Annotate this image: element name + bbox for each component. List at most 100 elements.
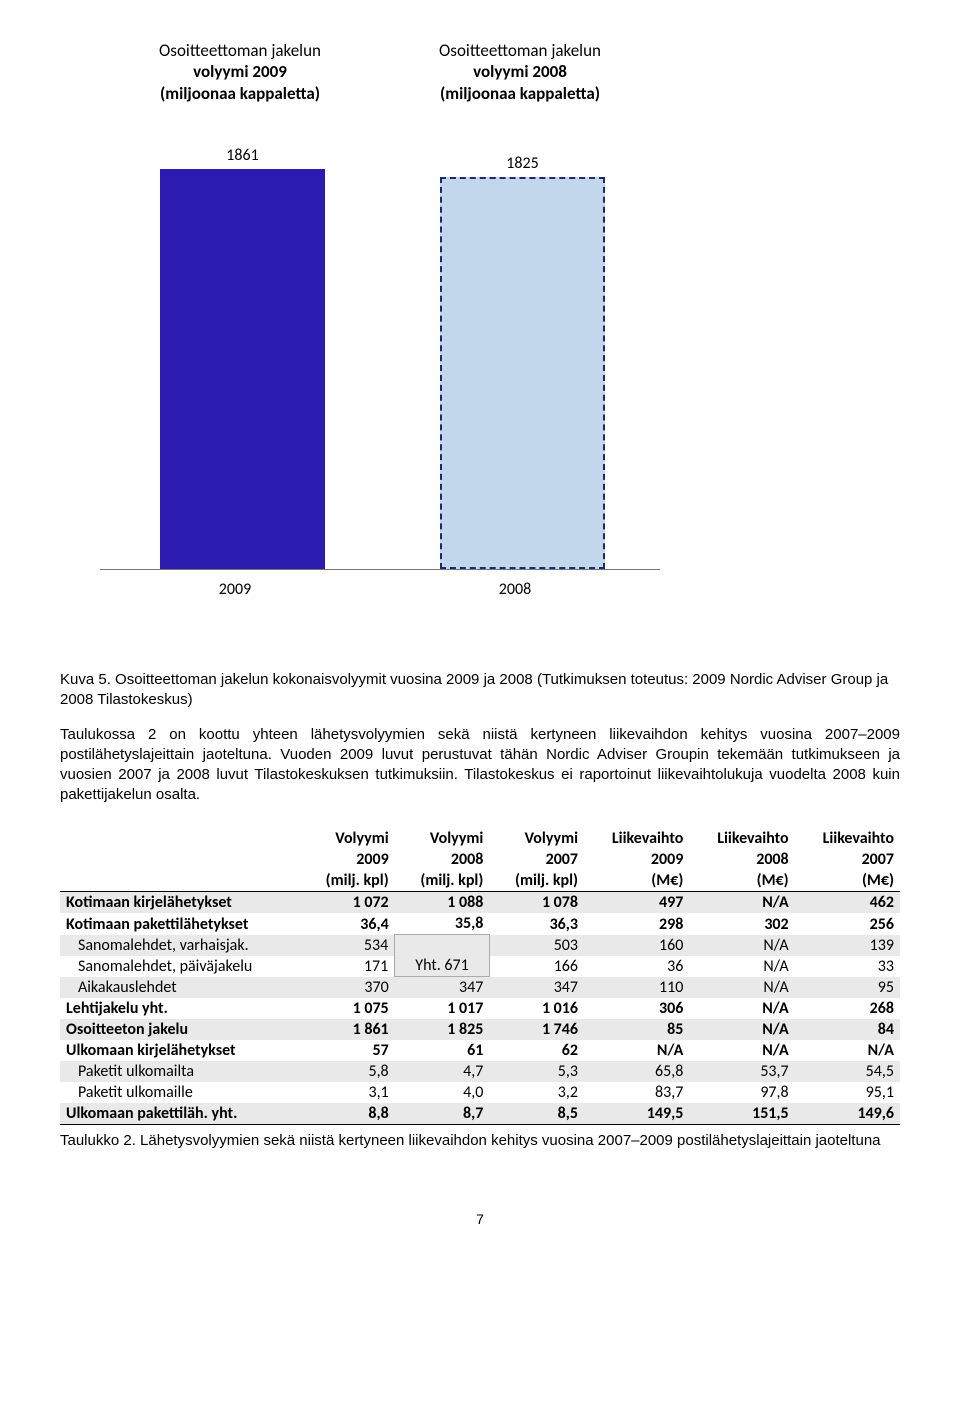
cell-value: 36,3 bbox=[489, 913, 584, 935]
column-header: 2008 bbox=[689, 849, 794, 870]
cell-value: 95,1 bbox=[795, 1082, 900, 1103]
row-label: Lehtijakelu yht. bbox=[60, 998, 300, 1019]
row-label: Ulkomaan pakettiläh. yht. bbox=[60, 1103, 300, 1125]
cell-value: N/A bbox=[689, 1019, 794, 1040]
cell-value: 53,7 bbox=[689, 1061, 794, 1082]
cell-value: 8,5 bbox=[489, 1103, 584, 1125]
cell-value: 36,4 bbox=[300, 913, 395, 935]
cell-value: 85 bbox=[584, 1019, 689, 1040]
table-row: Aikakauslehdet370347347110N/A95 bbox=[60, 977, 900, 999]
chart-header-2008: Osoitteettoman jakelun volyymi 2008 (mil… bbox=[380, 40, 660, 104]
column-header: Volyymi bbox=[300, 828, 395, 849]
row-label: Osoitteeton jakelu bbox=[60, 1019, 300, 1040]
cell-value: 33 bbox=[795, 956, 900, 977]
column-header: Volyymi bbox=[489, 828, 584, 849]
table-row: Lehtijakelu yht.1 0751 0171 016306N/A268 bbox=[60, 998, 900, 1019]
cell-value: 83,7 bbox=[584, 1082, 689, 1103]
cell-value: 35,8 bbox=[395, 913, 490, 935]
volume-revenue-table: VolyymiVolyymiVolyymiLiikevaihtoLiikevai… bbox=[60, 828, 900, 1126]
bar-value-label: 1825 bbox=[506, 154, 538, 173]
chart-caption: Kuva 5. Osoitteettoman jakelun kokonaisv… bbox=[60, 670, 900, 711]
cell-value: 1 746 bbox=[489, 1019, 584, 1040]
row-label: Sanomalehdet, varhaisjak. bbox=[60, 935, 300, 956]
bar-2009: 1861 bbox=[160, 146, 325, 569]
chart-header-line: Osoitteettoman jakelun bbox=[100, 40, 380, 61]
column-header: (milj. kpl) bbox=[300, 870, 395, 892]
cell-value: 5,8 bbox=[300, 1061, 395, 1082]
row-label: Kotimaan kirjelähetykset bbox=[60, 892, 300, 914]
table-row: Osoitteeton jakelu1 8611 8251 74685N/A84 bbox=[60, 1019, 900, 1040]
chart-header-line: (miljoonaa kappaletta) bbox=[100, 83, 380, 104]
cell-value: 306 bbox=[584, 998, 689, 1019]
cell-value: 370 bbox=[300, 977, 395, 999]
cell-value: N/A bbox=[689, 956, 794, 977]
cell-value: N/A bbox=[689, 977, 794, 999]
cell-value: N/A bbox=[689, 935, 794, 956]
column-header: Liikevaihto bbox=[584, 828, 689, 849]
cell-value: 1 017 bbox=[395, 998, 490, 1019]
cell-value: 171 bbox=[300, 956, 395, 977]
table-row: Ulkomaan kirjelähetykset576162N/AN/AN/A bbox=[60, 1040, 900, 1061]
table-row: Ulkomaan pakettiläh. yht.8,88,78,5149,51… bbox=[60, 1103, 900, 1125]
cell-value: 97,8 bbox=[689, 1082, 794, 1103]
chart-header-2009: Osoitteettoman jakelun volyymi 2009 (mil… bbox=[100, 40, 380, 104]
chart-plot-area: 1861 1825 bbox=[100, 135, 660, 570]
cell-value: 36 bbox=[584, 956, 689, 977]
cell-value: 149,6 bbox=[795, 1103, 900, 1125]
bar-rect bbox=[160, 169, 325, 569]
cell-value: N/A bbox=[689, 1040, 794, 1061]
column-header bbox=[60, 849, 300, 870]
cell-value: 534 bbox=[300, 935, 395, 956]
cell-value: 160 bbox=[584, 935, 689, 956]
bar-rect bbox=[440, 177, 605, 569]
cell-value: 503 bbox=[489, 935, 584, 956]
chart-header-line: Osoitteettoman jakelun bbox=[380, 40, 660, 61]
cell-value: N/A bbox=[584, 1040, 689, 1061]
column-header bbox=[60, 870, 300, 892]
row-label: Paketit ulkomailta bbox=[60, 1061, 300, 1082]
row-label: Kotimaan pakettilähetykset bbox=[60, 913, 300, 935]
cell-value: 1 072 bbox=[300, 892, 395, 914]
cell-value: 268 bbox=[795, 998, 900, 1019]
cell-value: 347 bbox=[489, 977, 584, 999]
cell-value: N/A bbox=[795, 1040, 900, 1061]
row-label: Paketit ulkomaille bbox=[60, 1082, 300, 1103]
column-header: Liikevaihto bbox=[689, 828, 794, 849]
cell-value: 462 bbox=[795, 892, 900, 914]
x-tick-2009: 2009 bbox=[110, 580, 360, 599]
table-caption: Taulukko 2. Lähetysvolyymien sekä niistä… bbox=[60, 1131, 900, 1151]
bar-2008: 1825 bbox=[440, 154, 605, 569]
column-header: Volyymi bbox=[395, 828, 490, 849]
cell-value: 1 075 bbox=[300, 998, 395, 1019]
cell-value: 166 bbox=[489, 956, 584, 977]
cell-value: 1 088 bbox=[395, 892, 490, 914]
cell-value: 54,5 bbox=[795, 1061, 900, 1082]
bar-chart: Osoitteettoman jakelun volyymi 2009 (mil… bbox=[60, 40, 900, 660]
cell-value: 110 bbox=[584, 977, 689, 999]
table-row: Paketit ulkomaille3,14,03,283,797,895,1 bbox=[60, 1082, 900, 1103]
table-row: Kotimaan pakettilähetykset36,435,836,329… bbox=[60, 913, 900, 935]
cell-value: 65,8 bbox=[584, 1061, 689, 1082]
table-row: Paketit ulkomailta5,84,75,365,853,754,5 bbox=[60, 1061, 900, 1082]
column-header: 2009 bbox=[300, 849, 395, 870]
column-header: 2009 bbox=[584, 849, 689, 870]
body-paragraph: Taulukossa 2 on koottu yhteen lähetysvol… bbox=[60, 725, 900, 806]
chart-header-line: volyymi 2008 bbox=[380, 61, 660, 82]
cell-value: 149,5 bbox=[584, 1103, 689, 1125]
cell-value: 256 bbox=[795, 913, 900, 935]
cell-value: N/A bbox=[689, 998, 794, 1019]
row-label: Aikakauslehdet bbox=[60, 977, 300, 999]
cell-value: 4,0 bbox=[395, 1082, 490, 1103]
cell-value: 139 bbox=[795, 935, 900, 956]
merged-total-cell: Yht. 671 bbox=[395, 935, 490, 977]
x-tick-2008: 2008 bbox=[390, 580, 640, 599]
column-header: (M€) bbox=[584, 870, 689, 892]
page-number: 7 bbox=[60, 1211, 900, 1227]
column-header: (milj. kpl) bbox=[489, 870, 584, 892]
column-header: Liikevaihto bbox=[795, 828, 900, 849]
cell-value: 1 016 bbox=[489, 998, 584, 1019]
cell-value: 1 861 bbox=[300, 1019, 395, 1040]
row-label: Sanomalehdet, päiväjakelu bbox=[60, 956, 300, 977]
column-header: 2008 bbox=[395, 849, 490, 870]
cell-value: 347 bbox=[395, 977, 490, 999]
